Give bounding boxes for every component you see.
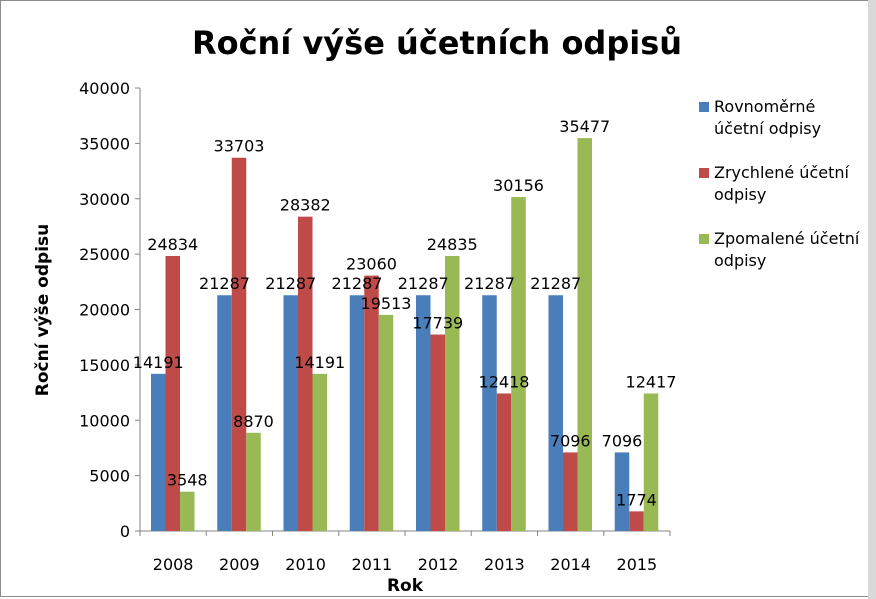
legend-swatch <box>699 168 709 178</box>
legend-label: Rovnoměrné <box>714 97 815 116</box>
legend-label: Zrychlené účetní <box>714 163 850 182</box>
y-tick-label: 20000 <box>79 301 130 320</box>
data-label: 7096 <box>550 431 591 450</box>
data-label: 7096 <box>602 431 643 450</box>
legend-swatch <box>699 102 709 112</box>
x-tick-label: 2008 <box>153 555 194 574</box>
bar-rovnomerne <box>349 295 365 531</box>
bar-rovnomerne <box>283 295 298 531</box>
bar-rovnomerne <box>217 295 232 531</box>
y-tick-label: 10000 <box>79 411 130 430</box>
y-axis-label: Roční výše odpisu <box>33 224 53 397</box>
data-label: 21287 <box>530 274 581 293</box>
bar-zpomalene <box>511 197 526 532</box>
y-tick-label: 35000 <box>79 134 130 153</box>
bar-zrychlene <box>629 511 644 531</box>
x-axis-label: Rok <box>387 576 424 596</box>
y-tick-label: 0 <box>120 522 130 541</box>
frame-shadow <box>868 0 876 599</box>
data-label: 14191 <box>294 353 345 372</box>
x-tick-label: 2009 <box>219 555 260 574</box>
legend-label: odpisy <box>714 185 766 204</box>
bar-zrychlene <box>364 275 379 531</box>
bar-zpomalene <box>180 491 195 531</box>
x-tick-label: 2010 <box>285 555 326 574</box>
x-tick-label: 2015 <box>617 555 658 574</box>
data-label: 3548 <box>167 471 208 490</box>
bar-zrychlene <box>298 216 313 531</box>
data-label: 24834 <box>147 235 198 254</box>
bar-rovnomerne <box>151 373 166 531</box>
data-label: 21287 <box>199 274 250 293</box>
y-tick-label: 30000 <box>79 190 130 209</box>
y-tick-label: 5000 <box>89 467 130 486</box>
bar-zpomalene <box>643 393 659 531</box>
data-label: 12417 <box>626 372 677 391</box>
bar-zpomalene <box>378 314 394 531</box>
bar-zpomalene <box>577 138 592 531</box>
data-label: 23060 <box>346 255 397 274</box>
data-label: 12418 <box>479 372 530 391</box>
data-label: 24835 <box>427 235 478 254</box>
y-tick-label: 15000 <box>79 356 130 375</box>
legend-swatch <box>699 234 709 244</box>
x-tick-label: 2012 <box>418 555 459 574</box>
bar-zrychlene <box>165 255 180 532</box>
data-label: 21287 <box>265 274 316 293</box>
bar-rovnomerne <box>548 295 563 531</box>
data-label: 28382 <box>280 196 331 215</box>
chart-title: Roční výše účetních odpisů <box>192 24 682 62</box>
bar-zrychlene <box>563 452 578 531</box>
legend-label: Zpomalené účetní <box>714 229 860 248</box>
data-label: 17739 <box>412 314 463 333</box>
data-label: 35477 <box>559 117 610 136</box>
bar-zrychlene <box>231 157 247 532</box>
y-tick-label: 25000 <box>79 245 130 264</box>
data-label: 21287 <box>332 274 383 293</box>
data-label: 21287 <box>398 274 449 293</box>
y-tick-label: 40000 <box>79 79 130 98</box>
data-label: 33703 <box>214 137 265 156</box>
data-label: 1774 <box>616 490 657 509</box>
bar-zrychlene <box>430 334 445 531</box>
x-tick-label: 2011 <box>352 555 393 574</box>
x-tick-label: 2014 <box>550 555 591 574</box>
legend: Rovnoměrné účetní odpisy Zrychlené účetní o… <box>699 97 860 270</box>
bar-rovnomerne <box>482 295 497 531</box>
data-label: 14191 <box>133 353 184 372</box>
data-label: 8870 <box>233 412 274 431</box>
bar-zrychlene <box>496 393 512 531</box>
data-label: 30156 <box>493 176 544 195</box>
bar-rovnomerne <box>416 295 431 531</box>
bar-zpomalene <box>445 255 460 531</box>
x-tick-label: 2013 <box>484 555 525 574</box>
bar-rovnomerne <box>614 452 630 531</box>
data-label: 19513 <box>361 294 412 313</box>
legend-label: odpisy <box>714 251 766 270</box>
data-label: 21287 <box>464 274 515 293</box>
bar-zpomalene <box>312 373 327 531</box>
bar-zpomalene <box>246 432 261 531</box>
legend-label: účetní odpisy <box>714 119 821 138</box>
plot-area: 0 5000 10000 15000 20000 25000 30000 35000 40000… <box>79 79 676 574</box>
